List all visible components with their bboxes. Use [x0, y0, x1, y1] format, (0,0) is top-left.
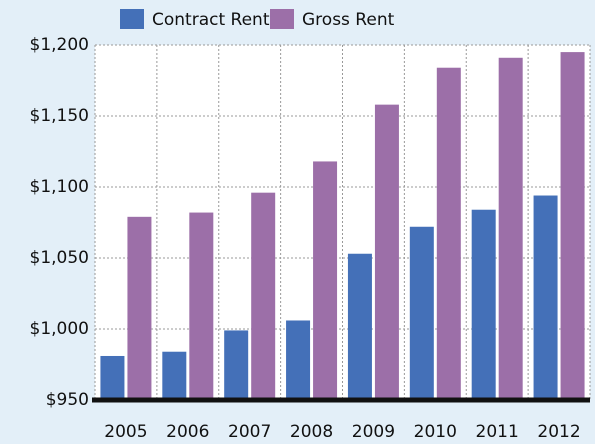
legend-swatch — [270, 9, 294, 29]
bar — [251, 192, 276, 400]
bar — [471, 209, 496, 400]
bar — [100, 355, 125, 400]
bar — [347, 253, 372, 400]
y-tick-label: $1,000 — [30, 319, 89, 339]
bar — [224, 330, 249, 400]
bar — [560, 52, 585, 400]
bar — [436, 67, 461, 400]
bar — [162, 351, 187, 400]
y-tick-label: $950 — [46, 390, 89, 410]
legend-swatch — [120, 9, 144, 29]
x-tick-label: 2012 — [537, 422, 580, 442]
y-tick-label: $1,200 — [30, 35, 89, 55]
legend-label: Gross Rent — [302, 10, 395, 30]
x-tick-label: 2006 — [166, 422, 209, 442]
bar — [409, 226, 434, 400]
y-tick-label: $1,100 — [30, 177, 89, 197]
bar — [533, 195, 558, 400]
x-tick-label: 2005 — [104, 422, 147, 442]
legend-label: Contract Rent — [152, 10, 270, 30]
y-tick-label: $1,050 — [30, 248, 89, 268]
bar — [286, 320, 311, 400]
x-tick-label: 2008 — [290, 422, 333, 442]
x-tick-label: 2007 — [228, 422, 271, 442]
bar — [374, 104, 399, 400]
bar — [189, 212, 214, 400]
bar — [127, 216, 152, 400]
bar — [313, 161, 338, 400]
x-tick-label: 2011 — [476, 422, 519, 442]
y-tick-label: $1,150 — [30, 106, 89, 126]
x-tick-label: 2010 — [414, 422, 457, 442]
bar — [498, 57, 523, 400]
x-tick-label: 2009 — [352, 422, 395, 442]
